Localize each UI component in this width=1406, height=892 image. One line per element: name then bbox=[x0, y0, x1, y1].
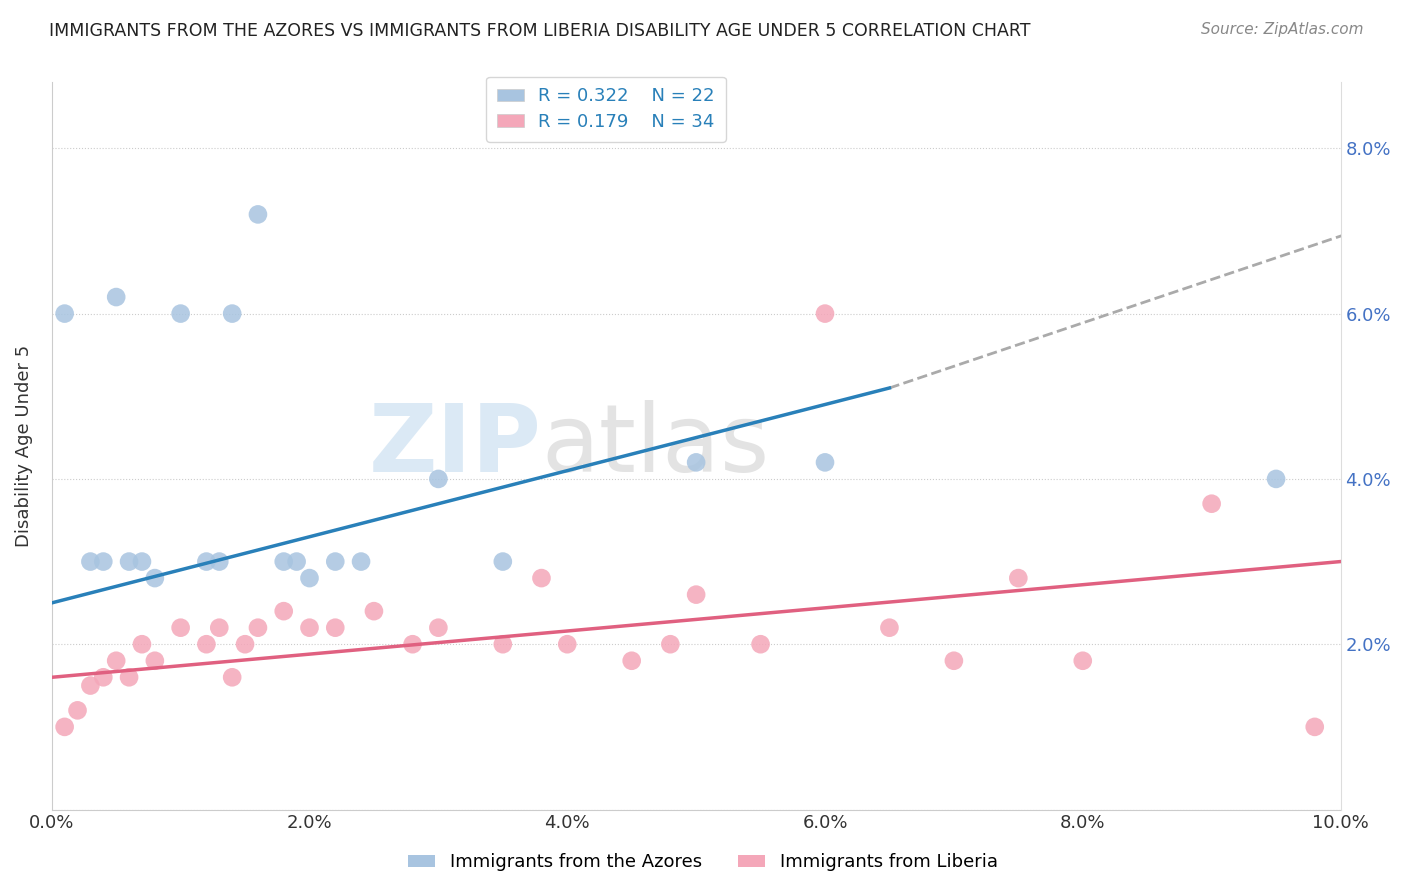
Text: IMMIGRANTS FROM THE AZORES VS IMMIGRANTS FROM LIBERIA DISABILITY AGE UNDER 5 COR: IMMIGRANTS FROM THE AZORES VS IMMIGRANTS… bbox=[49, 22, 1031, 40]
Point bbox=[53, 720, 76, 734]
Point bbox=[298, 571, 321, 585]
Point bbox=[620, 654, 643, 668]
Point bbox=[131, 637, 153, 651]
Point bbox=[246, 207, 269, 221]
Point bbox=[105, 654, 128, 668]
Point bbox=[427, 472, 450, 486]
Point bbox=[91, 555, 114, 569]
Point bbox=[814, 455, 837, 469]
Point bbox=[143, 654, 166, 668]
Point bbox=[208, 621, 231, 635]
Point bbox=[118, 555, 141, 569]
Point bbox=[169, 621, 191, 635]
Point bbox=[285, 555, 308, 569]
Point bbox=[530, 571, 553, 585]
Point bbox=[555, 637, 578, 651]
Point bbox=[659, 637, 682, 651]
Point bbox=[323, 555, 346, 569]
Point bbox=[273, 555, 295, 569]
Point bbox=[814, 307, 837, 321]
Point bbox=[169, 307, 191, 321]
Point bbox=[749, 637, 772, 651]
Point bbox=[233, 637, 256, 651]
Point bbox=[492, 555, 515, 569]
Point bbox=[79, 555, 101, 569]
Point bbox=[131, 555, 153, 569]
Text: atlas: atlas bbox=[541, 400, 769, 491]
Point bbox=[208, 555, 231, 569]
Text: ZIP: ZIP bbox=[368, 400, 541, 491]
Point bbox=[105, 290, 128, 304]
Legend: R = 0.322    N = 22, R = 0.179    N = 34: R = 0.322 N = 22, R = 0.179 N = 34 bbox=[486, 77, 725, 142]
Point bbox=[91, 670, 114, 684]
Point bbox=[273, 604, 295, 618]
Point bbox=[246, 621, 269, 635]
Point bbox=[879, 621, 901, 635]
Point bbox=[79, 679, 101, 693]
Point bbox=[1303, 720, 1326, 734]
Point bbox=[350, 555, 373, 569]
Point bbox=[401, 637, 423, 651]
Point bbox=[1007, 571, 1029, 585]
Point bbox=[53, 307, 76, 321]
Point bbox=[363, 604, 385, 618]
Point bbox=[66, 703, 89, 717]
Point bbox=[1201, 497, 1223, 511]
Legend: Immigrants from the Azores, Immigrants from Liberia: Immigrants from the Azores, Immigrants f… bbox=[401, 847, 1005, 879]
Point bbox=[685, 455, 707, 469]
Point bbox=[427, 621, 450, 635]
Point bbox=[1071, 654, 1094, 668]
Text: Source: ZipAtlas.com: Source: ZipAtlas.com bbox=[1201, 22, 1364, 37]
Point bbox=[195, 637, 218, 651]
Point bbox=[195, 555, 218, 569]
Point bbox=[323, 621, 346, 635]
Point bbox=[221, 670, 243, 684]
Y-axis label: Disability Age Under 5: Disability Age Under 5 bbox=[15, 344, 32, 547]
Point bbox=[685, 588, 707, 602]
Point bbox=[942, 654, 965, 668]
Point bbox=[1265, 472, 1288, 486]
Point bbox=[143, 571, 166, 585]
Point bbox=[118, 670, 141, 684]
Point bbox=[298, 621, 321, 635]
Point bbox=[221, 307, 243, 321]
Point bbox=[492, 637, 515, 651]
